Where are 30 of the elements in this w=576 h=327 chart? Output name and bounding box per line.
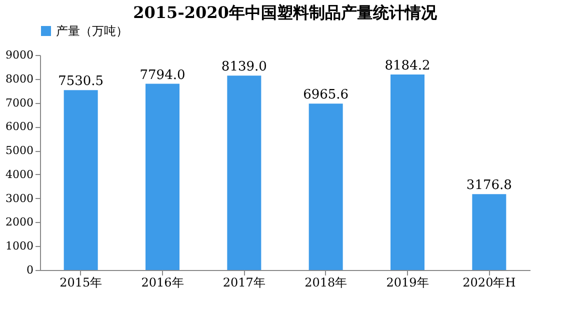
- text: 8184.2: [384, 58, 430, 74]
- chart-title: 2015-2020年中国塑料制品产量统计情况: [133, 3, 438, 22]
- legend-label: 产量（万吨）: [56, 24, 128, 38]
- text: 3176.8: [466, 178, 512, 194]
- y-tick-label: 9000: [6, 48, 34, 62]
- text: 7530.5: [58, 74, 104, 90]
- text: 6965.6: [303, 88, 349, 103]
- y-tick-label: 3000: [6, 192, 34, 205]
- x-tick-label: 2018年: [304, 276, 348, 290]
- text: 7794.0: [140, 68, 186, 83]
- x-tick-label: 2016年: [141, 276, 184, 290]
- y-tick-label: 0: [26, 264, 34, 276]
- x-tick-label: 2017年: [222, 276, 266, 290]
- bar: [472, 194, 506, 270]
- x-tick-label: 2020年H: [462, 276, 516, 290]
- y-tick-label: 7000: [6, 96, 34, 110]
- text: 8139.0: [221, 60, 267, 75]
- bar: [64, 90, 98, 270]
- y-tick-label: 4000: [6, 168, 34, 181]
- bar: [308, 104, 343, 270]
- y-tick-label: 8000: [6, 72, 34, 86]
- y-tick-label: 5000: [6, 144, 34, 158]
- bar: [146, 84, 180, 270]
- y-tick-label: 2000: [6, 216, 34, 229]
- x-tick-label: 2015年: [60, 276, 102, 290]
- y-tick-label: 1000: [6, 240, 34, 253]
- x-tick-label: 2019年: [386, 276, 429, 290]
- bar: [227, 76, 262, 270]
- y-tick-label: 6000: [6, 120, 34, 134]
- bar: [390, 74, 424, 270]
